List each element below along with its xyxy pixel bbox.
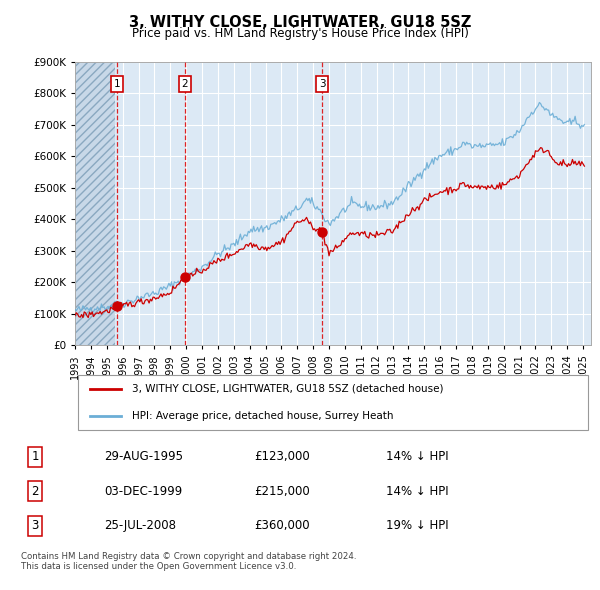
Text: 1: 1 [114, 79, 121, 89]
Bar [75, 62, 115, 345]
Text: 3: 3 [31, 519, 39, 532]
Text: 03-DEC-1999: 03-DEC-1999 [104, 484, 182, 498]
Text: 14% ↓ HPI: 14% ↓ HPI [386, 484, 449, 498]
Text: £215,000: £215,000 [254, 484, 310, 498]
Text: £123,000: £123,000 [254, 450, 310, 463]
Text: 19% ↓ HPI: 19% ↓ HPI [386, 519, 449, 532]
Text: 14% ↓ HPI: 14% ↓ HPI [386, 450, 449, 463]
Text: 29-AUG-1995: 29-AUG-1995 [104, 450, 183, 463]
Text: 1: 1 [31, 450, 39, 463]
Text: 2: 2 [31, 484, 39, 498]
Text: 25-JUL-2008: 25-JUL-2008 [104, 519, 176, 532]
Text: 3, WITHY CLOSE, LIGHTWATER, GU18 5SZ (detached house): 3, WITHY CLOSE, LIGHTWATER, GU18 5SZ (de… [132, 384, 443, 394]
Text: 2: 2 [182, 79, 188, 89]
Text: Contains HM Land Registry data © Crown copyright and database right 2024.
This d: Contains HM Land Registry data © Crown c… [21, 552, 356, 571]
Text: £360,000: £360,000 [254, 519, 310, 532]
Text: HPI: Average price, detached house, Surrey Heath: HPI: Average price, detached house, Surr… [132, 411, 393, 421]
FancyBboxPatch shape [77, 375, 589, 430]
Text: Price paid vs. HM Land Registry's House Price Index (HPI): Price paid vs. HM Land Registry's House … [131, 27, 469, 40]
Text: 3, WITHY CLOSE, LIGHTWATER, GU18 5SZ: 3, WITHY CLOSE, LIGHTWATER, GU18 5SZ [129, 15, 471, 30]
Text: 3: 3 [319, 79, 325, 89]
